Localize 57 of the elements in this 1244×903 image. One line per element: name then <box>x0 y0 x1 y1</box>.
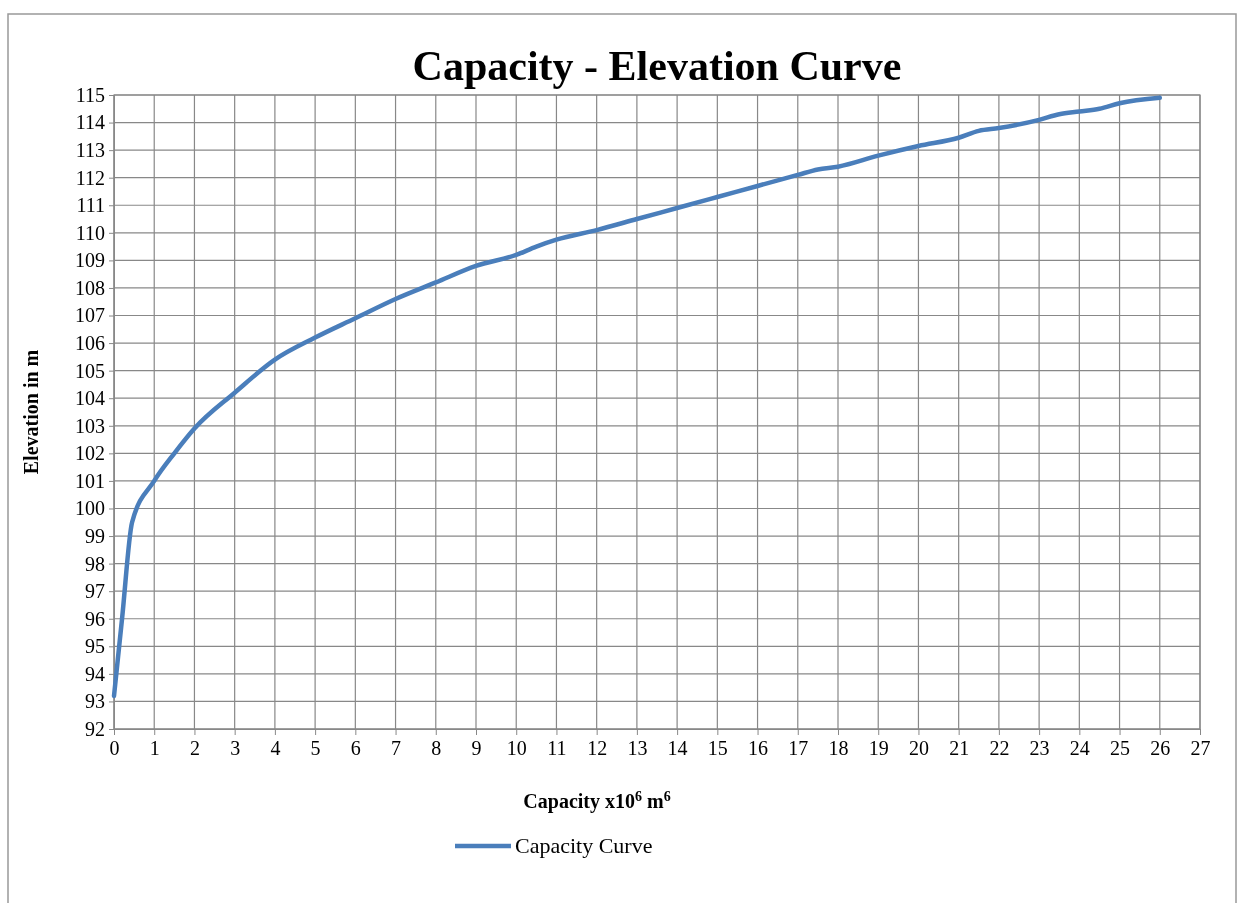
x-tick-label: 18 <box>828 737 849 760</box>
x-tick-label: 27 <box>1190 737 1211 760</box>
y-tick-label: 108 <box>75 276 105 299</box>
y-tick-label: 115 <box>75 83 105 106</box>
x-tick-label: 26 <box>1150 737 1171 760</box>
x-tick-label: 11 <box>547 737 567 760</box>
x-tick-label: 20 <box>908 737 929 760</box>
x-tick-label: 12 <box>587 737 608 760</box>
y-tick-label: 105 <box>75 359 105 382</box>
y-axis-title: Elevation in m <box>20 349 42 475</box>
y-tick-label: 92 <box>85 717 105 740</box>
y-tick-label: 95 <box>85 635 105 658</box>
y-tick-label: 99 <box>85 524 105 547</box>
y-tick-label: 114 <box>75 111 105 134</box>
x-tick-label: 2 <box>189 737 200 760</box>
x-tick-label: 5 <box>310 737 321 760</box>
x-tick-label: 21 <box>949 737 970 760</box>
y-tick-label: 112 <box>75 166 105 189</box>
y-tick-label: 93 <box>85 690 105 713</box>
y-tick-label: 106 <box>75 331 105 354</box>
x-tick-label: 24 <box>1069 737 1090 760</box>
x-tick-label: 16 <box>748 737 769 760</box>
x-tick-label: 4 <box>270 737 281 760</box>
y-tick-label: 104 <box>75 387 105 410</box>
y-tick-label: 102 <box>75 442 105 465</box>
x-tick-label: 6 <box>350 737 361 760</box>
y-tick-label: 110 <box>75 221 105 244</box>
y-tick-label: 109 <box>75 249 105 272</box>
x-tick-label: 8 <box>431 737 442 760</box>
x-tick-label: 3 <box>230 737 241 760</box>
legend-label: Capacity Curve <box>515 833 653 858</box>
y-tick-label: 100 <box>75 497 105 520</box>
y-tick-label: 111 <box>76 194 105 217</box>
x-tick-label: 17 <box>788 737 809 760</box>
x-tick-label: 15 <box>707 737 728 760</box>
x-tick-label: 19 <box>868 737 889 760</box>
x-tick-label: 10 <box>506 737 527 760</box>
x-axis-title: Capacity x10$^{6}$ m$^{6}$ <box>523 788 671 813</box>
x-tick-label: 14 <box>667 737 688 760</box>
y-tick-label: 97 <box>85 580 105 603</box>
x-tick-label: 1 <box>149 737 160 760</box>
x-tick-label: 9 <box>471 737 482 760</box>
x-tick-label: 22 <box>989 737 1010 760</box>
x-tick-label: 25 <box>1110 737 1131 760</box>
y-tick-label: 96 <box>85 607 105 630</box>
x-tick-label: 0 <box>109 737 120 760</box>
y-tick-label: 101 <box>75 469 105 492</box>
y-tick-label: 107 <box>75 304 105 327</box>
y-tick-label: 98 <box>85 552 105 575</box>
y-tick-label: 113 <box>75 139 105 162</box>
y-tick-label: 94 <box>85 662 105 685</box>
x-tick-label: 13 <box>627 737 648 760</box>
x-tick-label: 7 <box>391 737 402 760</box>
y-tick-label: 103 <box>75 414 105 437</box>
line-series <box>111 95 1163 699</box>
x-tick-label: 23 <box>1029 737 1050 760</box>
chart-title: Capacity - Elevation Curve <box>412 43 902 89</box>
